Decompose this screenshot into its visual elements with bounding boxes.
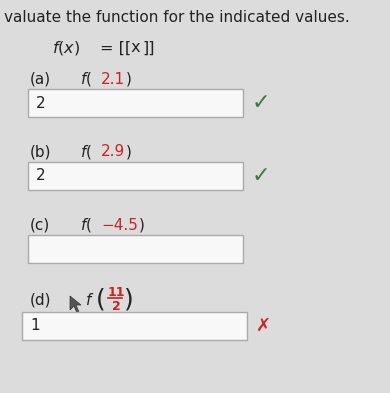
- Text: (c): (c): [30, 217, 50, 233]
- Text: $\it{f}($: $\it{f}($: [80, 216, 92, 234]
- Text: $\it{f}($: $\it{f}($: [80, 143, 92, 161]
- Text: (a): (a): [30, 72, 51, 86]
- Text: = [[: = [[: [100, 40, 131, 55]
- Text: ): ): [126, 145, 132, 160]
- FancyBboxPatch shape: [28, 162, 243, 190]
- Text: 2: 2: [36, 169, 46, 184]
- Text: 2.1: 2.1: [101, 72, 125, 86]
- Text: 2: 2: [112, 299, 121, 312]
- FancyBboxPatch shape: [22, 312, 247, 340]
- Text: 2: 2: [36, 95, 46, 110]
- Text: x: x: [126, 40, 146, 55]
- Text: $\it{f}(x)$: $\it{f}(x)$: [52, 39, 80, 57]
- FancyBboxPatch shape: [28, 235, 243, 263]
- Polygon shape: [70, 296, 81, 313]
- Text: $\it{f}$: $\it{f}$: [85, 292, 94, 308]
- Text: valuate the function for the indicated values.: valuate the function for the indicated v…: [4, 11, 350, 26]
- Text: ✓: ✓: [252, 166, 271, 186]
- Text: ): ): [124, 288, 134, 312]
- Text: ): ): [126, 72, 132, 86]
- FancyBboxPatch shape: [28, 89, 243, 117]
- Text: (: (: [96, 288, 106, 312]
- Text: 2.9: 2.9: [101, 145, 125, 160]
- Text: −4.5: −4.5: [101, 217, 138, 233]
- Text: ]]: ]]: [142, 40, 154, 55]
- Text: (d): (d): [30, 292, 51, 307]
- Text: ): ): [139, 217, 145, 233]
- Text: 1: 1: [30, 318, 40, 334]
- Text: 11: 11: [108, 286, 126, 299]
- Text: (b): (b): [30, 145, 51, 160]
- Text: ✗: ✗: [256, 317, 271, 335]
- Text: ✓: ✓: [252, 93, 271, 113]
- Text: $\it{f}($: $\it{f}($: [80, 70, 92, 88]
